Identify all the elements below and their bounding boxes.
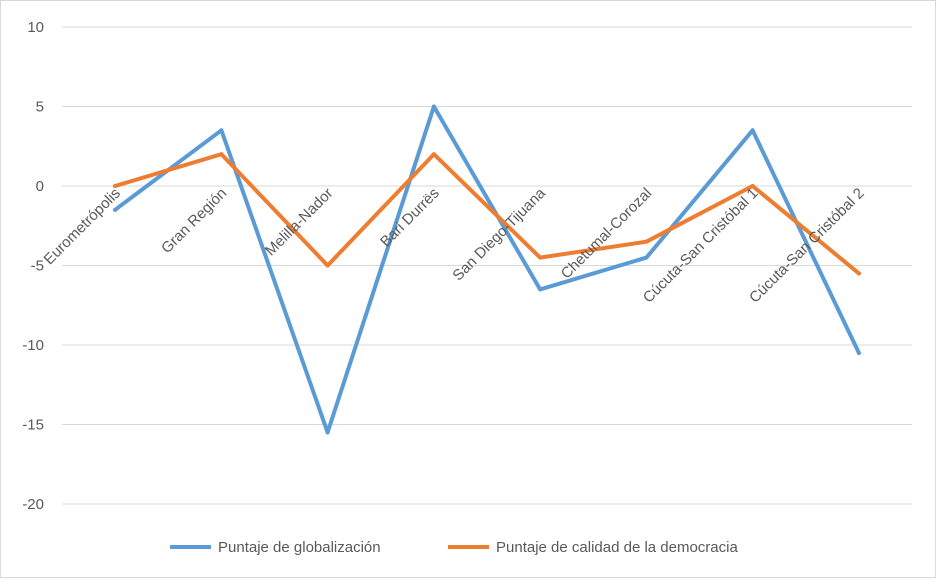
category-label: Cúcuta-San Cristóbal 2: [746, 185, 868, 307]
data-point: [644, 255, 649, 260]
data-point: [856, 271, 861, 276]
category-label: Gran Región: [158, 185, 230, 257]
data-point: [325, 263, 330, 268]
category-label: Melilla-Nador: [262, 185, 337, 260]
y-tick-label: -5: [31, 258, 44, 275]
series-lines: [113, 104, 861, 435]
data-point: [750, 184, 755, 188]
y-tick-label: 5: [36, 99, 44, 116]
legend-label-1: Puntaje de globalización: [218, 539, 381, 556]
data-point: [538, 287, 543, 292]
series-line-1: [113, 104, 861, 435]
category-label: Bari Durrës: [377, 185, 443, 251]
data-point: [856, 350, 861, 355]
y-tick-label: -20: [22, 496, 44, 513]
gridlines: [62, 26, 912, 505]
legend-label-2: Puntaje de calidad de la democracia: [496, 539, 738, 556]
data-point: [219, 152, 224, 157]
y-axis-ticks: 10 5 0 -5 -10 -15 -20: [22, 19, 44, 513]
data-point: [219, 128, 224, 133]
y-tick-label: -10: [22, 337, 44, 354]
y-tick-label: 0: [36, 178, 44, 195]
category-label: San Diego-Tijuana: [449, 184, 549, 284]
category-label: Eurometrópolis: [41, 185, 124, 268]
series-line-2: [113, 152, 861, 276]
y-tick-label: -15: [22, 417, 44, 434]
data-point: [750, 128, 755, 133]
data-point: [113, 184, 118, 188]
data-point: [431, 104, 436, 109]
data-point: [325, 430, 330, 435]
data-point: [113, 207, 118, 212]
data-point: [538, 255, 543, 260]
category-labels: Eurometrópolis Gran Región Melilla-Nador Ba…: [41, 184, 868, 306]
data-point: [431, 152, 436, 157]
y-tick-label: 10: [27, 19, 44, 36]
legend: Puntaje de globalización Puntaje de calid…: [170, 539, 738, 556]
data-point: [644, 239, 649, 244]
